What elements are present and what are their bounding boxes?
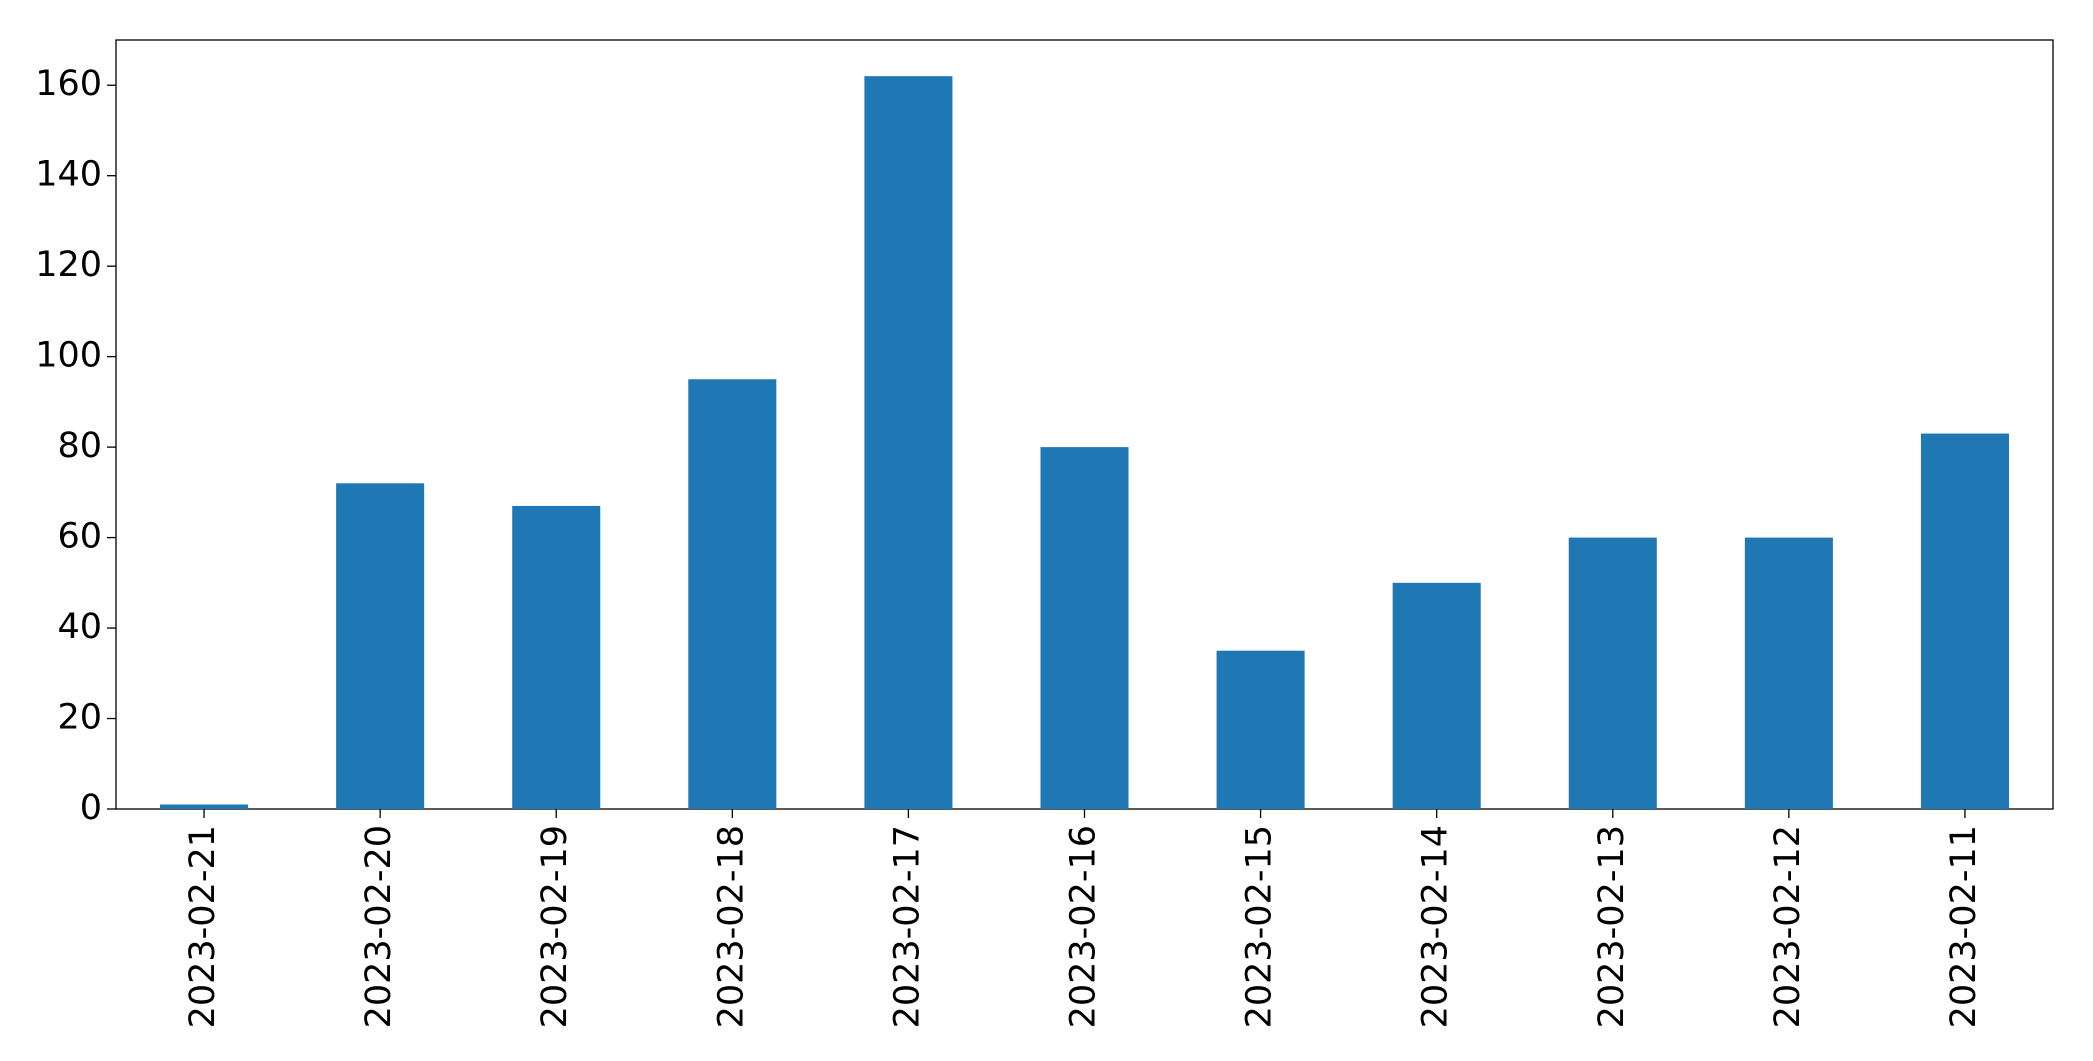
y-tick-label: 140	[35, 155, 102, 195]
bar	[864, 76, 953, 809]
x-tick-label: 2023-02-18	[711, 825, 751, 1028]
y-tick-label: 120	[35, 245, 102, 285]
bar	[1216, 650, 1305, 809]
y-tick-label: 20	[57, 698, 102, 738]
x-tick-label: 2023-02-13	[1592, 825, 1632, 1028]
bar	[1568, 537, 1657, 809]
y-tick-label: 100	[35, 336, 102, 376]
x-tick-label: 2023-02-14	[1416, 825, 1456, 1028]
y-tick-label: 80	[57, 426, 102, 466]
x-tick-label: 2023-02-19	[535, 825, 575, 1028]
x-tick-label: 2023-02-12	[1768, 825, 1808, 1028]
x-tick-label: 2023-02-17	[887, 825, 927, 1028]
bar	[688, 379, 777, 809]
bar	[512, 505, 601, 809]
x-tick-label: 2023-02-21	[183, 825, 223, 1028]
bar	[1920, 433, 2009, 809]
y-tick-label: 40	[57, 607, 102, 647]
x-tick-label: 2023-02-20	[359, 825, 399, 1028]
bar	[336, 483, 425, 809]
y-tick-label: 160	[35, 64, 102, 104]
bar	[1744, 537, 1833, 809]
x-tick-label: 2023-02-15	[1240, 825, 1280, 1028]
x-tick-label: 2023-02-16	[1064, 825, 1104, 1028]
bar	[1392, 582, 1481, 809]
bar	[160, 804, 249, 809]
y-tick-label: 60	[57, 517, 102, 557]
x-tick-label: 2023-02-11	[1944, 825, 1984, 1028]
y-tick-label: 0	[80, 788, 102, 828]
bar	[1040, 447, 1129, 809]
